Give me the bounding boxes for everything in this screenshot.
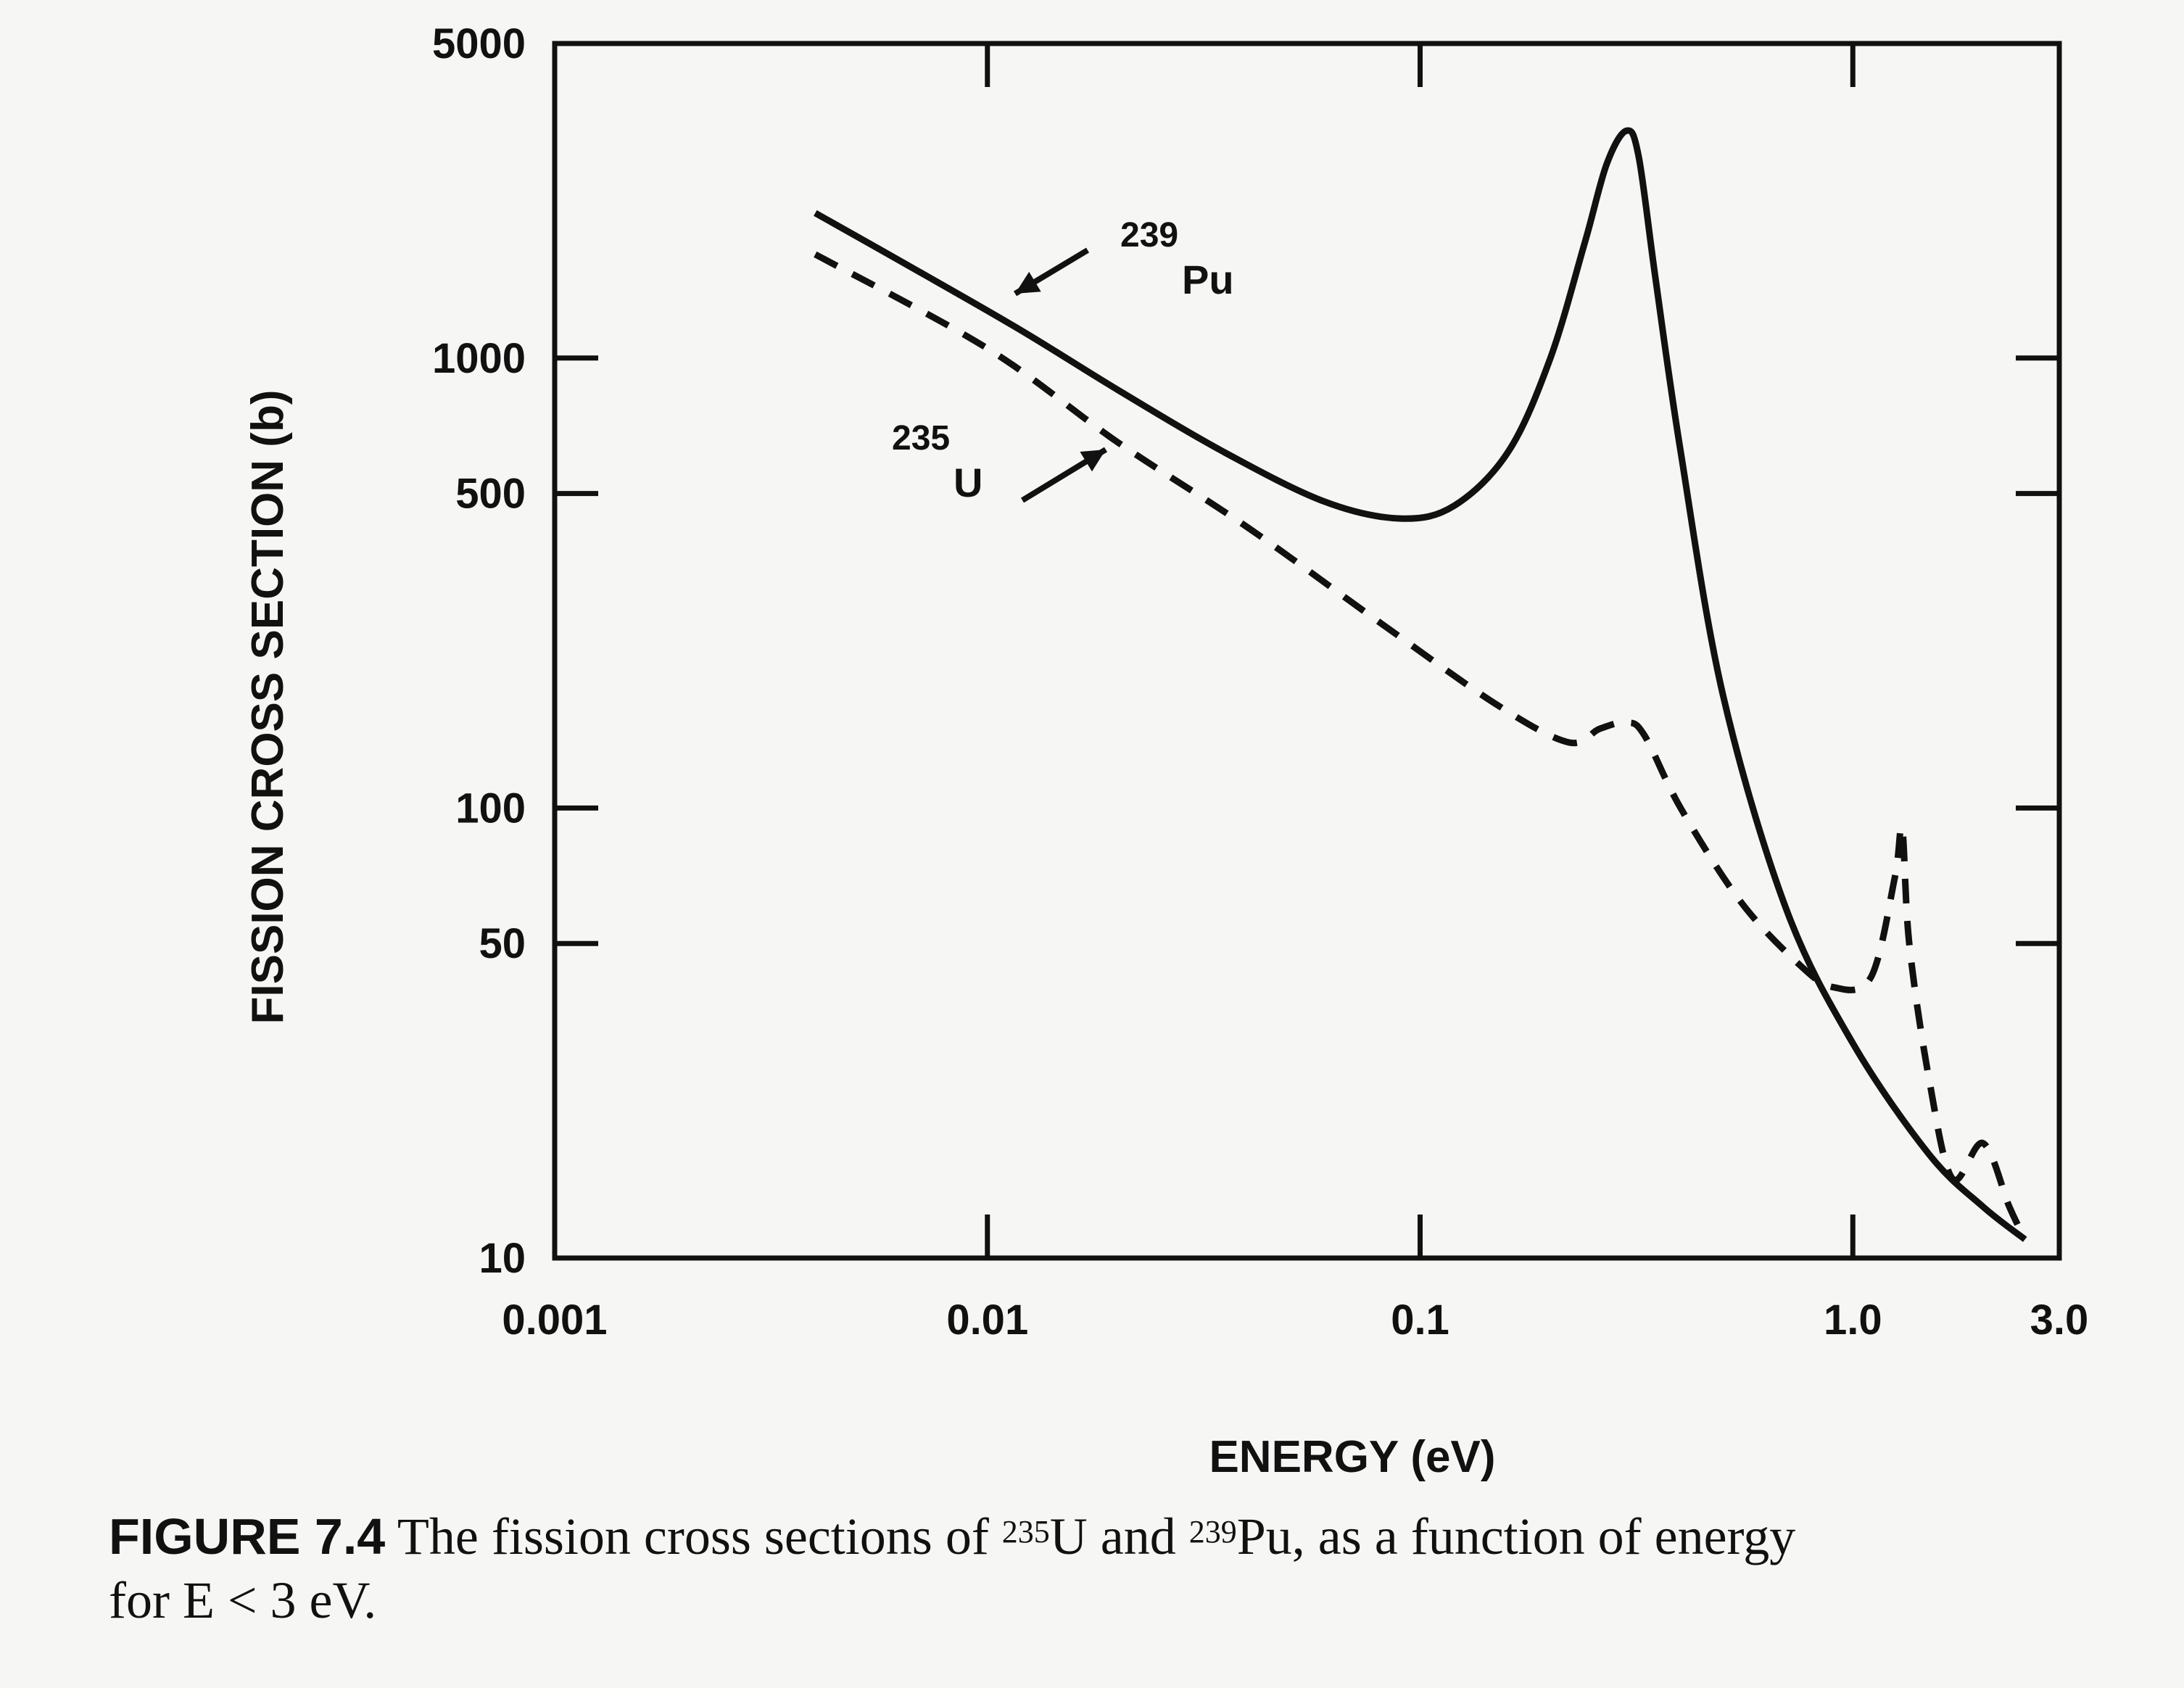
curve-label-symbol: Pu	[1182, 257, 1234, 302]
curve-label-mass: 239	[1120, 216, 1178, 255]
figure-caption: FIGURE 7.4 The fission cross sections of…	[109, 1505, 2154, 1632]
y-tick-label: 100	[455, 785, 526, 832]
y-tick-label: 10	[479, 1235, 526, 1282]
arrowhead-icon	[1015, 271, 1041, 294]
caption-text-3: Pu, as a function of energy	[1236, 1507, 1796, 1565]
x-tick-label: 0.001	[502, 1296, 607, 1344]
caption-sup-239: 239	[1188, 1514, 1237, 1550]
curve-label-symbol: U	[954, 460, 983, 505]
y-tick-label: 500	[455, 471, 526, 518]
curve-labels: 239Pu 235U	[892, 216, 1234, 505]
y-axis-ticks: 5000 1000 500 100 50 10	[432, 20, 2059, 1282]
x-axis-ticks: 0.001 0.01 0.1 1.0 3.0	[502, 44, 2088, 1344]
x-tick-label: 1.0	[1824, 1296, 1882, 1344]
y-tick-label: 50	[479, 920, 526, 967]
x-axis-title: ENERGY (eV)	[1209, 1432, 1495, 1482]
series-line-pu	[814, 127, 2027, 1242]
figure-number: FIGURE 7.4	[109, 1508, 386, 1565]
caption-sup-235: 235	[1001, 1514, 1050, 1550]
series-layer	[814, 127, 2028, 1242]
caption-line-2: for E < 3 eV.	[109, 1571, 377, 1629]
caption-text-2: U and	[1049, 1507, 1189, 1565]
y-axis-title: FISSION CROSS SECTION (b)	[243, 390, 293, 1025]
plot-frame	[552, 41, 2062, 1261]
x-tick-label: 3.0	[2030, 1296, 2089, 1344]
arrowhead-icon	[1080, 450, 1106, 472]
y-tick-label: 1000	[432, 335, 526, 382]
plot-border	[552, 41, 2062, 1261]
curve-label-mass: 235	[892, 419, 950, 458]
caption-text-1: The fission cross sections of	[385, 1507, 1002, 1565]
x-tick-label: 0.1	[1391, 1296, 1449, 1344]
y-tick-label: 5000	[432, 20, 526, 67]
series-line-u	[814, 251, 2028, 1241]
x-tick-label: 0.01	[946, 1296, 1028, 1344]
